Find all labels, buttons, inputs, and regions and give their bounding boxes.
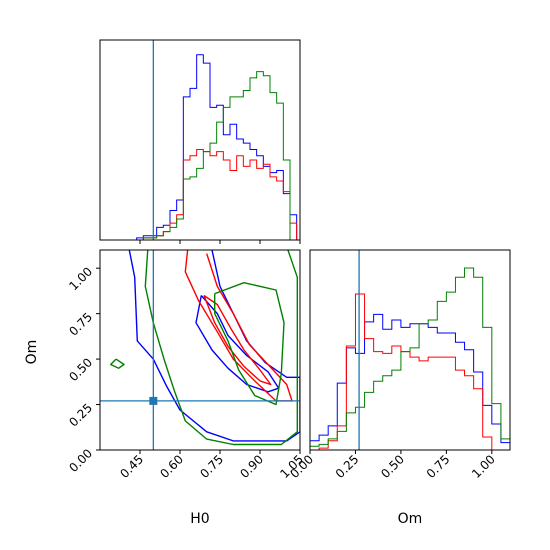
histogram-series-3 xyxy=(309,267,511,450)
histogram-series-1 xyxy=(103,54,298,241)
contour-line-3-1 xyxy=(144,250,298,446)
x-tick-label: 0.75 xyxy=(424,452,453,481)
main-panel-frame xyxy=(99,249,301,451)
x-tick-label: 0.45 xyxy=(117,452,146,481)
contour-line-3-2 xyxy=(214,282,285,406)
histogram-series-1 xyxy=(309,313,511,450)
y-tick-label: 0.25 xyxy=(66,401,95,430)
om-axis-label: Om xyxy=(398,511,423,527)
histogram-series-2 xyxy=(103,148,298,241)
contour-line-1-2 xyxy=(195,295,280,393)
right-panel-frame xyxy=(309,249,511,451)
h0-marginal-panel xyxy=(99,39,301,244)
y-tick-label: 0.00 xyxy=(66,446,95,475)
y-tick-label: 1.00 xyxy=(66,264,95,293)
histogram-series-3 xyxy=(103,71,297,241)
om-marginal-panel: 0.00 0.25 0.50 0.75 1.00 xyxy=(287,249,511,481)
x-tick-label: 0.75 xyxy=(197,452,226,481)
x-tick-label: 0.90 xyxy=(237,452,266,481)
truth-marker xyxy=(149,396,158,405)
contour-group xyxy=(100,250,300,450)
h0-axis-label: H0 xyxy=(190,511,209,527)
x-tick-label: 0.50 xyxy=(378,452,407,481)
y-tick-label: 0.50 xyxy=(66,355,95,384)
contour-line-3-3 xyxy=(110,358,125,369)
y-tick-label: 0.75 xyxy=(66,310,95,339)
x-tick-label: 0.60 xyxy=(157,452,186,481)
contour-line-2-2 xyxy=(203,294,272,386)
om-y-axis-label: Om xyxy=(24,340,40,365)
x-tick-label: 0.25 xyxy=(333,452,362,481)
top-panel-frame xyxy=(99,39,301,241)
x-tick-label: 1.00 xyxy=(469,452,498,481)
h0-om-contour-panel: 0.45 0.60 0.75 0.90 1.050.000.250.500.751.00 xyxy=(66,249,306,481)
